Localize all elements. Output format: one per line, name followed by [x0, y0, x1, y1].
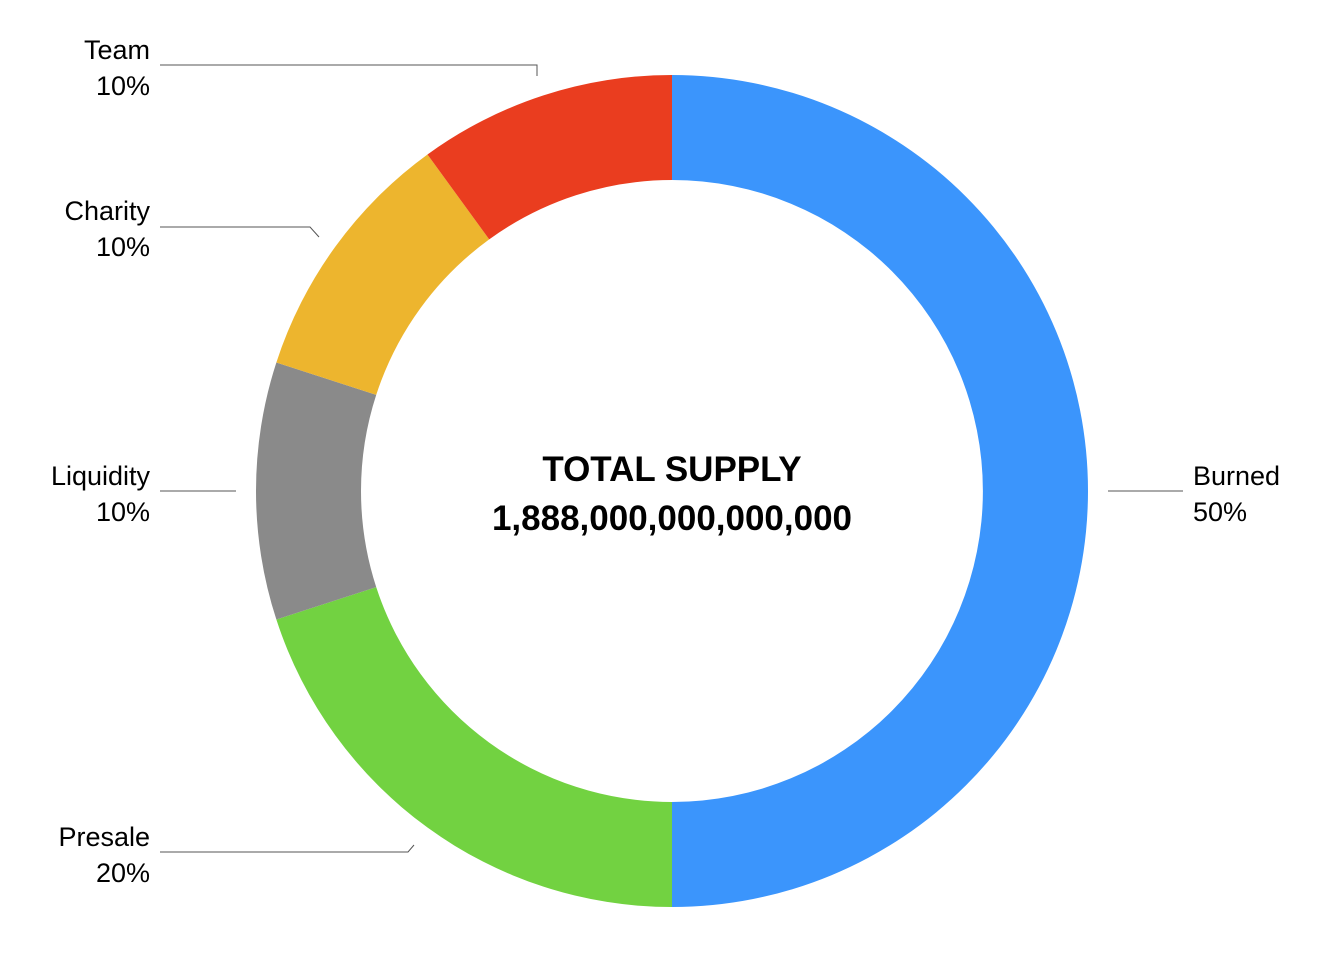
slice-labels: Burned 50% Presale 20% Liquidity 10% Charity 10… — [51, 35, 1280, 888]
slice-percent-burned: 50% — [1193, 497, 1247, 527]
slice-name-presale: Presale — [58, 822, 150, 852]
slice-name-team: Team — [84, 35, 150, 65]
leader-line-team — [160, 64, 538, 76]
slice-label-charity: Charity 10% — [64, 196, 150, 262]
leader-line-presale — [160, 844, 415, 853]
slice-burned — [672, 75, 1088, 907]
slice-name-burned: Burned — [1193, 461, 1280, 491]
slice-percent-liquidity: 10% — [96, 497, 150, 527]
slice-liquidity — [256, 362, 377, 620]
slice-presale — [276, 587, 672, 907]
slice-team — [427, 75, 672, 240]
slice-label-burned: Burned 50% — [1193, 461, 1280, 527]
donut-slices — [256, 75, 1088, 907]
leader-line-charity — [160, 226, 320, 238]
slice-name-charity: Charity — [64, 196, 150, 226]
center-value: 1,888,000,000,000,000 — [492, 499, 852, 538]
slice-percent-presale: 20% — [96, 858, 150, 888]
slice-percent-team: 10% — [96, 71, 150, 101]
slice-charity — [276, 154, 490, 395]
leader-lines — [160, 64, 1183, 853]
center-title: TOTAL SUPPLY — [542, 450, 801, 489]
slice-percent-charity: 10% — [96, 232, 150, 262]
slice-name-liquidity: Liquidity — [51, 461, 151, 491]
slice-label-liquidity: Liquidity 10% — [51, 461, 151, 527]
slice-label-presale: Presale 20% — [58, 822, 150, 888]
slice-label-team: Team 10% — [84, 35, 150, 101]
